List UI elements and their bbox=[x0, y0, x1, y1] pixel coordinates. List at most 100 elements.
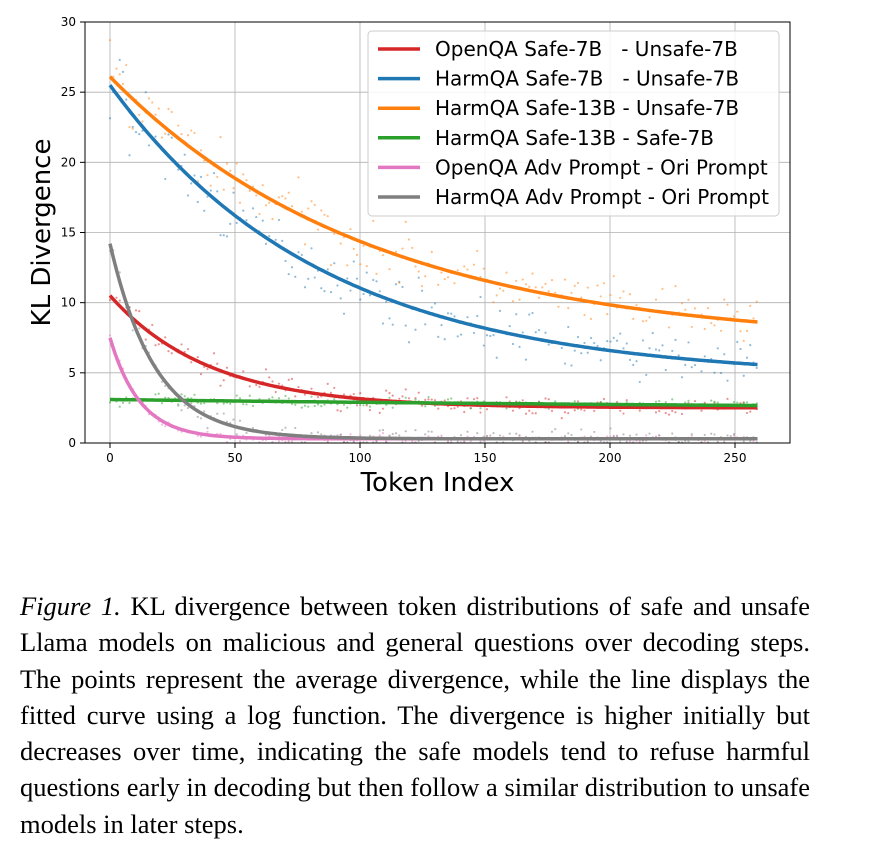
scatter-point bbox=[528, 285, 531, 288]
scatter-point bbox=[739, 330, 742, 333]
y-tick-label: 20 bbox=[61, 155, 76, 169]
scatter-point bbox=[589, 336, 593, 340]
scatter-point bbox=[583, 409, 586, 412]
scatter-point bbox=[573, 284, 576, 287]
scatter-point bbox=[391, 432, 394, 436]
scatter-point bbox=[485, 408, 489, 411]
scatter-point bbox=[671, 349, 674, 353]
scatter-point bbox=[671, 432, 674, 435]
scatter-point bbox=[108, 117, 112, 120]
scatter-point bbox=[294, 403, 297, 406]
scatter-point bbox=[167, 107, 170, 111]
scatter-point bbox=[154, 344, 157, 347]
scatter-point bbox=[362, 404, 365, 407]
scatter-point bbox=[664, 401, 667, 404]
scatter-point bbox=[125, 98, 128, 101]
scatter-point bbox=[177, 168, 180, 171]
scatter-point bbox=[534, 286, 537, 289]
scatter-point bbox=[287, 191, 290, 194]
fitted-curve-6 bbox=[108, 243, 758, 441]
scatter-point bbox=[674, 411, 677, 414]
scatter-point bbox=[440, 323, 443, 327]
scatter-point bbox=[229, 169, 232, 172]
scatter-point bbox=[277, 196, 281, 199]
scatter-point bbox=[219, 384, 222, 387]
scatter-point bbox=[518, 345, 521, 348]
scatter-point bbox=[424, 433, 427, 436]
scatter-point bbox=[190, 361, 193, 364]
scatter-point bbox=[589, 317, 593, 321]
scatter-point bbox=[333, 232, 336, 235]
scatter-point bbox=[258, 212, 261, 216]
scatter-point bbox=[388, 396, 391, 399]
scatter-point bbox=[576, 281, 580, 285]
scatter-point bbox=[547, 398, 550, 401]
fitted-curve-4 bbox=[110, 397, 758, 408]
scatter-point bbox=[437, 335, 440, 338]
scatter-point bbox=[287, 397, 290, 400]
scatter-point bbox=[238, 419, 242, 422]
scatter-point bbox=[206, 174, 209, 177]
scatter-point bbox=[118, 299, 121, 302]
scatter-point bbox=[648, 432, 651, 435]
legend: OpenQA Safe-7B - Unsafe-7B HarmQA Safe-7B… bbox=[367, 30, 780, 217]
scatter-point bbox=[287, 440, 290, 443]
scatter-point bbox=[277, 397, 281, 400]
scatter-point bbox=[378, 434, 381, 437]
scatter-point bbox=[320, 433, 323, 436]
y-tick-label: 10 bbox=[61, 296, 76, 310]
scatter-point bbox=[138, 327, 141, 330]
x-axis-title: Token Index bbox=[360, 468, 515, 498]
scatter-point bbox=[658, 434, 661, 437]
scatter-point bbox=[723, 298, 726, 301]
scatter-point bbox=[160, 380, 164, 383]
scatter-point bbox=[690, 434, 693, 437]
scatter-point bbox=[463, 265, 466, 268]
scatter-point bbox=[612, 336, 615, 339]
scatter-point bbox=[313, 404, 316, 408]
scatter-point bbox=[648, 347, 651, 350]
scatter-point bbox=[401, 285, 404, 289]
scatter-point bbox=[154, 393, 157, 396]
scatter-point bbox=[225, 235, 229, 238]
fitted-curve-5 bbox=[108, 337, 758, 441]
scatter-point bbox=[245, 431, 248, 435]
scatter-point bbox=[199, 417, 203, 420]
scatter-point bbox=[713, 433, 716, 436]
scatter-point bbox=[671, 409, 674, 413]
scatter-point bbox=[138, 133, 141, 136]
scatter-point bbox=[524, 283, 528, 286]
scatter-point bbox=[716, 440, 719, 443]
scatter-point bbox=[710, 321, 713, 325]
scatter-point bbox=[391, 394, 394, 397]
scatter-point bbox=[651, 331, 654, 335]
scatter-point bbox=[251, 426, 255, 430]
scatter-point bbox=[521, 331, 524, 334]
scatter-point bbox=[550, 409, 554, 412]
scatter-point bbox=[375, 280, 378, 283]
scatter-point bbox=[268, 397, 271, 400]
scatter-point bbox=[121, 70, 125, 73]
scatter-point bbox=[726, 434, 729, 437]
scatter-point bbox=[755, 366, 758, 369]
scatter-point bbox=[391, 323, 394, 326]
scatter-point bbox=[284, 259, 287, 263]
scatter-point bbox=[599, 359, 602, 362]
scatter-point bbox=[622, 412, 625, 415]
scatter-point bbox=[534, 412, 537, 415]
scatter-point bbox=[658, 399, 661, 403]
scatter-point bbox=[479, 295, 482, 299]
scatter-point bbox=[547, 343, 550, 346]
scatter-point bbox=[602, 282, 606, 285]
scatter-point bbox=[469, 440, 472, 443]
scatter-point bbox=[628, 434, 632, 437]
scatter-point bbox=[342, 403, 346, 406]
scatter-point bbox=[453, 407, 456, 410]
scatter-point bbox=[450, 397, 453, 400]
scatter-point bbox=[515, 313, 518, 316]
scatter-point bbox=[271, 217, 274, 221]
legend-label: HarmQA Safe-13B - Unsafe-7B bbox=[435, 96, 739, 120]
scatter-point bbox=[271, 440, 274, 443]
scatter-point bbox=[368, 434, 372, 437]
scatter-point bbox=[726, 303, 729, 306]
